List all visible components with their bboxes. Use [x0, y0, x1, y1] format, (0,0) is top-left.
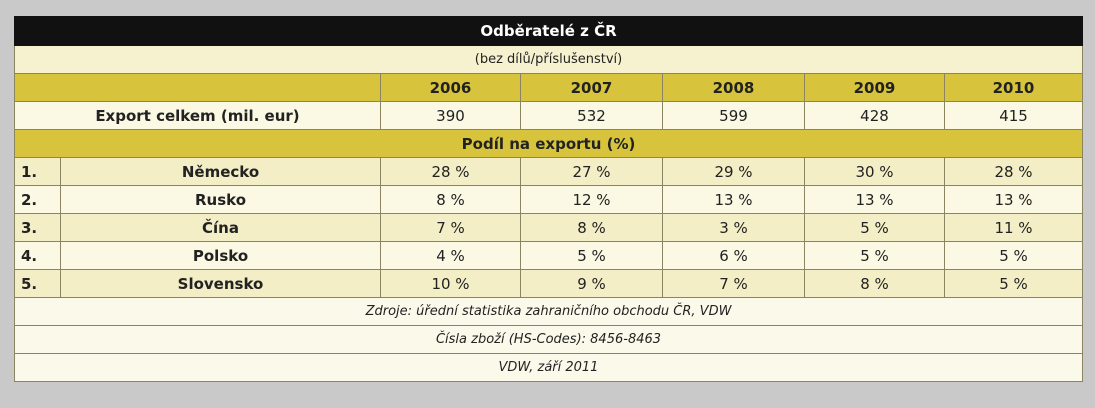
- table-title: Odběratelé z ČR: [13, 16, 1084, 46]
- country: Polsko: [60, 241, 381, 270]
- title-row: Odběratelé z ČR: [13, 16, 1084, 46]
- share-value: 27 %: [520, 157, 663, 186]
- share-value: 5 %: [520, 241, 663, 270]
- country: Německo: [60, 157, 381, 186]
- share-value: 8 %: [804, 269, 945, 298]
- export-table: Odběratelé z ČR (bez dílů/příslušenství) 2…: [13, 16, 1084, 382]
- share-value: 28 %: [943, 157, 1084, 186]
- share-value: 13 %: [662, 185, 805, 214]
- year-header: 2008: [662, 73, 805, 102]
- country-row: 4. Polsko 4 % 5 % 6 % 5 % 5 %: [14, 241, 1084, 270]
- country: Čína: [60, 213, 381, 242]
- export-value: 599: [662, 101, 805, 130]
- share-value: 28 %: [380, 157, 521, 186]
- year-header-row: 2006 2007 2008 2009 2010: [14, 73, 1084, 102]
- share-value: 8 %: [380, 185, 521, 214]
- share-value: 13 %: [804, 185, 945, 214]
- rank: 4.: [14, 241, 61, 270]
- export-value: 415: [943, 101, 1084, 130]
- footer-row: Čísla zboží (HS-Codes): 8456-8463: [13, 325, 1084, 354]
- share-value: 7 %: [380, 213, 521, 242]
- share-value: 6 %: [662, 241, 805, 270]
- footer-note: VDW, září 2011: [13, 353, 1084, 382]
- share-value: 12 %: [520, 185, 663, 214]
- share-value: 9 %: [520, 269, 663, 298]
- year-header: 2006: [380, 73, 521, 102]
- year-header: 2009: [804, 73, 945, 102]
- rank: 5.: [14, 269, 61, 298]
- share-value: 13 %: [943, 185, 1084, 214]
- share-value: 3 %: [662, 213, 805, 242]
- rank: 1.: [14, 157, 61, 186]
- share-value: 10 %: [380, 269, 521, 298]
- footer-row: VDW, září 2011: [13, 353, 1084, 382]
- export-value: 428: [804, 101, 945, 130]
- country-row: 3. Čína 7 % 8 % 3 % 5 % 11 %: [14, 213, 1084, 242]
- footer-row: Zdroje: úřední statistika zahraničního o…: [13, 297, 1084, 326]
- footer-note: Čísla zboží (HS-Codes): 8456-8463: [13, 325, 1084, 354]
- share-heading-row: Podíl na exportu (%): [13, 129, 1084, 158]
- share-value: 5 %: [804, 213, 945, 242]
- country-row: 5. Slovensko 10 % 9 % 7 % 8 % 5 %: [14, 269, 1084, 298]
- share-value: 5 %: [804, 241, 945, 270]
- country: Slovensko: [60, 269, 381, 298]
- country: Rusko: [60, 185, 381, 214]
- share-value: 7 %: [662, 269, 805, 298]
- share-value: 4 %: [380, 241, 521, 270]
- country-row: 2. Rusko 8 % 12 % 13 % 13 % 13 %: [14, 185, 1084, 214]
- share-value: 5 %: [943, 241, 1084, 270]
- share-value: 29 %: [662, 157, 805, 186]
- share-value: 5 %: [943, 269, 1084, 298]
- country-row: 1. Německo 28 % 27 % 29 % 30 % 28 %: [14, 157, 1084, 186]
- row-label: Export celkem (mil. eur): [14, 101, 381, 130]
- year-header: 2007: [520, 73, 663, 102]
- rank: 2.: [14, 185, 61, 214]
- table-subtitle: (bez dílů/příslušenství): [13, 45, 1084, 74]
- share-value: 8 %: [520, 213, 663, 242]
- empty-header: [14, 73, 381, 102]
- subtitle-row: (bez dílů/příslušenství): [13, 45, 1084, 74]
- year-header: 2010: [943, 73, 1084, 102]
- export-value: 390: [380, 101, 521, 130]
- footer-note: Zdroje: úřední statistika zahraničního o…: [13, 297, 1084, 326]
- share-value: 30 %: [804, 157, 945, 186]
- export-row: Export celkem (mil. eur) 390 532 599 428 415: [14, 101, 1084, 130]
- rank: 3.: [14, 213, 61, 242]
- section-heading: Podíl na exportu (%): [13, 129, 1084, 158]
- share-value: 11 %: [943, 213, 1084, 242]
- export-value: 532: [520, 101, 663, 130]
